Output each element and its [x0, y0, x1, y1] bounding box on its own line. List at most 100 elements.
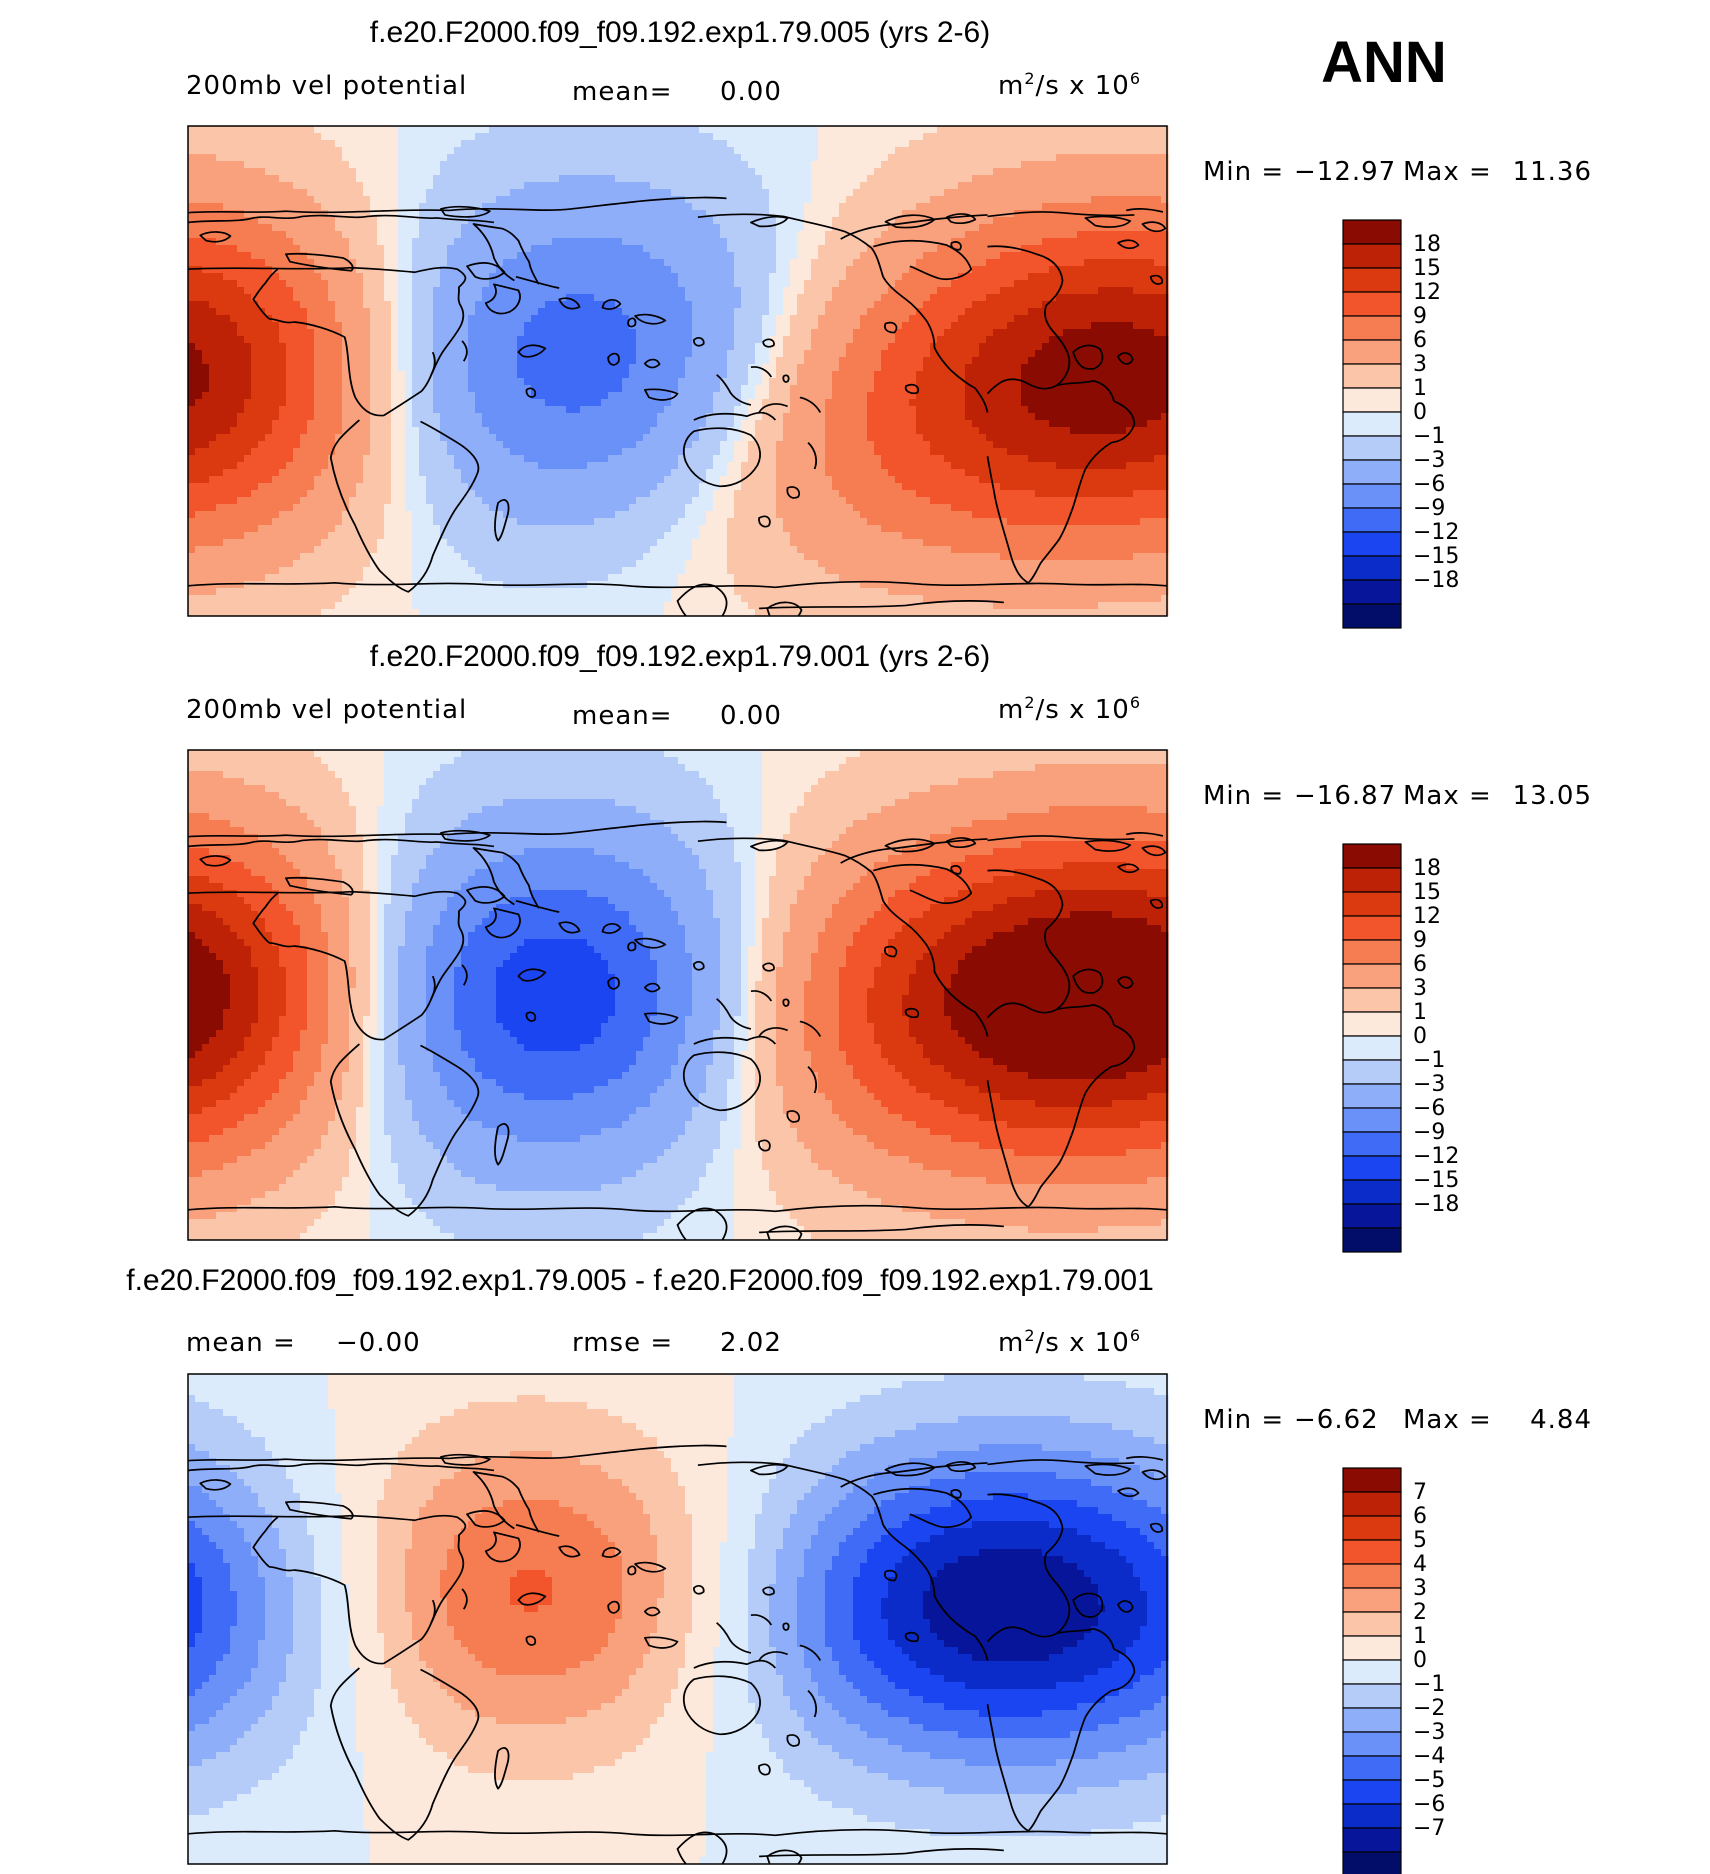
colorbar-swatch — [1342, 1659, 1402, 1685]
colorbar-tick: 12 — [1413, 280, 1441, 305]
colorbar-swatch — [1342, 339, 1402, 365]
colorbar-tick: −1 — [1413, 424, 1445, 449]
colorbar-swatch — [1342, 315, 1402, 341]
mean-key: mean = — [186, 1328, 296, 1358]
colorbar-swatch — [1342, 1683, 1402, 1709]
max-value: 4.84 — [1530, 1405, 1592, 1435]
panel-title: f.e20.F2000.f09_f09.192.exp1.79.005 (yrs… — [370, 16, 990, 49]
colorbar-swatch — [1342, 1467, 1402, 1493]
colorbar-tick: 3 — [1413, 1576, 1427, 1601]
colorbar-tick: 0 — [1413, 400, 1427, 425]
panel-2: f.e20.F2000.f09_f09.192.exp1.79.001 (yrs… — [186, 640, 1591, 1253]
colorbar-swatch — [1342, 1779, 1402, 1805]
colorbar-tick: −6 — [1413, 472, 1445, 497]
colorbar-swatch — [1342, 1515, 1402, 1541]
map-frame — [187, 749, 1168, 1241]
colorbar-swatch — [1342, 987, 1402, 1013]
colorbar-tick: 6 — [1413, 328, 1427, 353]
mean-value: −0.00 — [336, 1328, 421, 1358]
colorbar-swatch — [1342, 435, 1402, 461]
colorbar-tick: −3 — [1413, 1072, 1445, 1097]
stat-key: rmse = — [572, 1328, 673, 1358]
stat-value: 0.00 — [720, 701, 782, 731]
min-value: −16.87 — [1294, 781, 1396, 811]
colorbar-swatch — [1342, 1755, 1402, 1781]
colorbar-swatch — [1342, 915, 1402, 941]
colorbar-tick: −6 — [1413, 1096, 1445, 1121]
max-key: Max = — [1403, 781, 1492, 811]
colorbar-swatch — [1342, 1635, 1402, 1661]
colorbar-swatch — [1342, 1587, 1402, 1613]
max-key: Max = — [1403, 1405, 1492, 1435]
stat-key: mean= — [572, 701, 673, 731]
colorbar-tick: 15 — [1413, 880, 1441, 905]
colorbar-tick: −18 — [1413, 568, 1459, 593]
colorbar-tick: −1 — [1413, 1672, 1445, 1697]
colorbar-swatch — [1342, 267, 1402, 293]
units-label: m2/s x 106 — [998, 1326, 1141, 1358]
colorbar-tick: 3 — [1413, 352, 1427, 377]
colorbar-swatch — [1342, 1059, 1402, 1085]
colorbar-tick: 18 — [1413, 232, 1441, 257]
colorbar-tick: −9 — [1413, 496, 1445, 521]
colorbar-tick: −4 — [1413, 1744, 1445, 1769]
colorbar-tick: −15 — [1413, 544, 1459, 569]
panel-title: f.e20.F2000.f09_f09.192.exp1.79.005 - f.… — [126, 1264, 1154, 1297]
colorbar-tick: −18 — [1413, 1192, 1459, 1217]
stat-value: 2.02 — [720, 1328, 782, 1358]
colorbar-tick: 3 — [1413, 976, 1427, 1001]
colorbar-tick: 6 — [1413, 952, 1427, 977]
stat-key: mean= — [572, 77, 673, 107]
colorbar-tick: −7 — [1413, 1816, 1445, 1841]
colorbar-swatch — [1342, 579, 1402, 605]
colorbar-swatch — [1342, 291, 1402, 317]
colorbar-swatch — [1342, 1731, 1402, 1757]
colorbar-tick: 5 — [1413, 1528, 1427, 1553]
colorbar-tick: −9 — [1413, 1120, 1445, 1145]
colorbar-swatch — [1342, 507, 1402, 533]
colorbar-swatch — [1342, 603, 1402, 629]
max-value: 11.36 — [1513, 157, 1592, 187]
colorbar-tick: 18 — [1413, 856, 1441, 881]
panel-1: f.e20.F2000.f09_f09.192.exp1.79.005 (yrs… — [186, 16, 1592, 629]
colorbar-swatch — [1342, 891, 1402, 917]
colorbar-swatch — [1342, 867, 1402, 893]
map-frame — [187, 1373, 1168, 1865]
min-value: −6.62 — [1294, 1405, 1379, 1435]
colorbar-swatch — [1342, 219, 1402, 245]
colorbar-swatch — [1342, 1539, 1402, 1565]
colorbar-swatch — [1342, 363, 1402, 389]
colorbar-swatch — [1342, 243, 1402, 269]
colorbar-swatch — [1342, 963, 1402, 989]
colorbar-swatch — [1342, 939, 1402, 965]
panel-title: f.e20.F2000.f09_f09.192.exp1.79.001 (yrs… — [370, 640, 990, 673]
colorbar-swatch — [1342, 1707, 1402, 1733]
map-field — [188, 1374, 1169, 1865]
colorbar-swatch — [1342, 1827, 1402, 1853]
min-value: −12.97 — [1294, 157, 1396, 187]
colorbar-tick: 1 — [1413, 376, 1427, 401]
colorbar-tick: 0 — [1413, 1648, 1427, 1673]
colorbar-tick: 4 — [1413, 1552, 1427, 1577]
colorbar-tick: 6 — [1413, 1504, 1427, 1529]
colorbar-swatch — [1342, 1083, 1402, 1109]
colorbar-swatch — [1342, 1107, 1402, 1133]
panel-3: f.e20.F2000.f09_f09.192.exp1.79.005 - f.… — [126, 1264, 1592, 1874]
colorbar-swatch — [1342, 1803, 1402, 1829]
max-key: Max = — [1403, 157, 1492, 187]
colorbar-tick: 0 — [1413, 1024, 1427, 1049]
colorbar-swatch — [1342, 1563, 1402, 1589]
colorbar-tick: −5 — [1413, 1768, 1445, 1793]
units-label: m2/s x 106 — [998, 693, 1141, 725]
colorbar-tick: −15 — [1413, 1168, 1459, 1193]
min-key: Min = — [1203, 1405, 1284, 1435]
colorbar-tick: 9 — [1413, 304, 1427, 329]
colorbar-swatch — [1342, 531, 1402, 557]
colorbar-tick: −6 — [1413, 1792, 1445, 1817]
colorbar-swatch — [1342, 1851, 1402, 1874]
colorbar-tick: −2 — [1413, 1696, 1445, 1721]
colorbar-swatch — [1342, 1611, 1402, 1637]
colorbar-swatch — [1342, 555, 1402, 581]
